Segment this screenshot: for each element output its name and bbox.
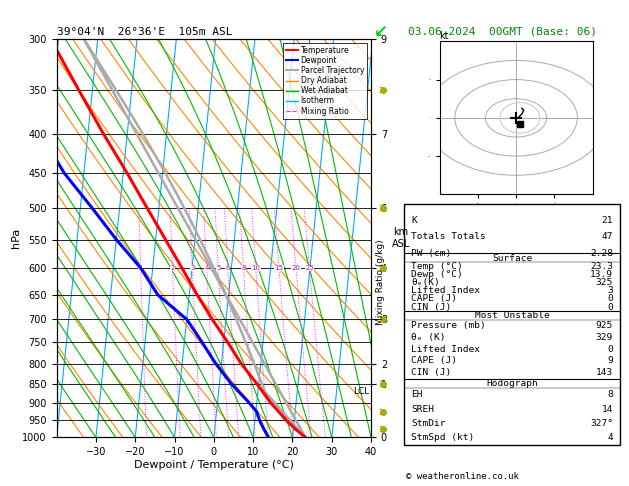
Text: θₑ(K): θₑ(K) bbox=[411, 278, 440, 287]
Text: Surface: Surface bbox=[492, 254, 532, 263]
Text: Hodograph: Hodograph bbox=[486, 379, 538, 388]
Text: 0: 0 bbox=[608, 345, 613, 354]
Text: StmSpd (kt): StmSpd (kt) bbox=[411, 433, 474, 442]
Text: © weatheronline.co.uk: © weatheronline.co.uk bbox=[406, 472, 518, 481]
Y-axis label: km
ASL: km ASL bbox=[392, 227, 410, 249]
Text: 3: 3 bbox=[190, 265, 194, 271]
Text: Lifted Index: Lifted Index bbox=[411, 345, 480, 354]
Text: CAPE (J): CAPE (J) bbox=[411, 357, 457, 365]
Text: Mixing Ratio (g/kg): Mixing Ratio (g/kg) bbox=[376, 239, 385, 325]
Text: StmDir: StmDir bbox=[411, 419, 445, 428]
Legend: Temperature, Dewpoint, Parcel Trajectory, Dry Adiabat, Wet Adiabat, Isotherm, Mi: Temperature, Dewpoint, Parcel Trajectory… bbox=[283, 43, 367, 119]
Text: 0: 0 bbox=[608, 303, 613, 312]
Text: Most Unstable: Most Unstable bbox=[475, 312, 549, 320]
Text: CIN (J): CIN (J) bbox=[411, 303, 451, 312]
Text: 8: 8 bbox=[608, 390, 613, 399]
Text: 4: 4 bbox=[204, 265, 209, 271]
Text: Totals Totals: Totals Totals bbox=[411, 232, 486, 242]
Y-axis label: hPa: hPa bbox=[11, 228, 21, 248]
Text: 6: 6 bbox=[226, 265, 230, 271]
Text: 925: 925 bbox=[596, 321, 613, 330]
Text: SREH: SREH bbox=[411, 404, 434, 414]
Text: 329: 329 bbox=[596, 333, 613, 342]
Text: kt: kt bbox=[440, 31, 449, 41]
Text: 2: 2 bbox=[170, 265, 175, 271]
Text: Pressure (mb): Pressure (mb) bbox=[411, 321, 486, 330]
Text: 143: 143 bbox=[596, 368, 613, 377]
Text: EH: EH bbox=[411, 390, 423, 399]
Text: 25: 25 bbox=[305, 265, 314, 271]
Text: Dewp (°C): Dewp (°C) bbox=[411, 270, 463, 279]
Text: 9: 9 bbox=[608, 357, 613, 365]
Text: 1: 1 bbox=[138, 265, 143, 271]
Text: Lifted Index: Lifted Index bbox=[411, 286, 480, 295]
Text: 03.06.2024  00GMT (Base: 06): 03.06.2024 00GMT (Base: 06) bbox=[408, 27, 596, 37]
Text: θₑ (K): θₑ (K) bbox=[411, 333, 445, 342]
Text: 39°04'N  26°36'E  105m ASL: 39°04'N 26°36'E 105m ASL bbox=[57, 27, 232, 37]
Text: 20: 20 bbox=[291, 265, 301, 271]
Text: CIN (J): CIN (J) bbox=[411, 368, 451, 377]
Text: 21: 21 bbox=[601, 216, 613, 225]
Text: PW (cm): PW (cm) bbox=[411, 249, 451, 258]
Text: 3: 3 bbox=[608, 286, 613, 295]
Text: 8: 8 bbox=[241, 265, 246, 271]
Text: 5: 5 bbox=[216, 265, 220, 271]
Text: 327°: 327° bbox=[590, 419, 613, 428]
Text: 325: 325 bbox=[596, 278, 613, 287]
Text: 0: 0 bbox=[608, 295, 613, 303]
Text: K: K bbox=[411, 216, 416, 225]
Text: 14: 14 bbox=[601, 404, 613, 414]
Text: 47: 47 bbox=[601, 232, 613, 242]
Text: Temp (°C): Temp (°C) bbox=[411, 262, 463, 271]
Text: ↙: ↙ bbox=[374, 22, 387, 41]
Text: 13.9: 13.9 bbox=[590, 270, 613, 279]
Text: 15: 15 bbox=[274, 265, 284, 271]
Text: 2.28: 2.28 bbox=[590, 249, 613, 258]
Text: LCL: LCL bbox=[353, 387, 369, 396]
Text: 23.3: 23.3 bbox=[590, 262, 613, 271]
Text: 10: 10 bbox=[251, 265, 260, 271]
X-axis label: Dewpoint / Temperature (°C): Dewpoint / Temperature (°C) bbox=[134, 460, 294, 470]
Text: CAPE (J): CAPE (J) bbox=[411, 295, 457, 303]
Text: 4: 4 bbox=[608, 433, 613, 442]
